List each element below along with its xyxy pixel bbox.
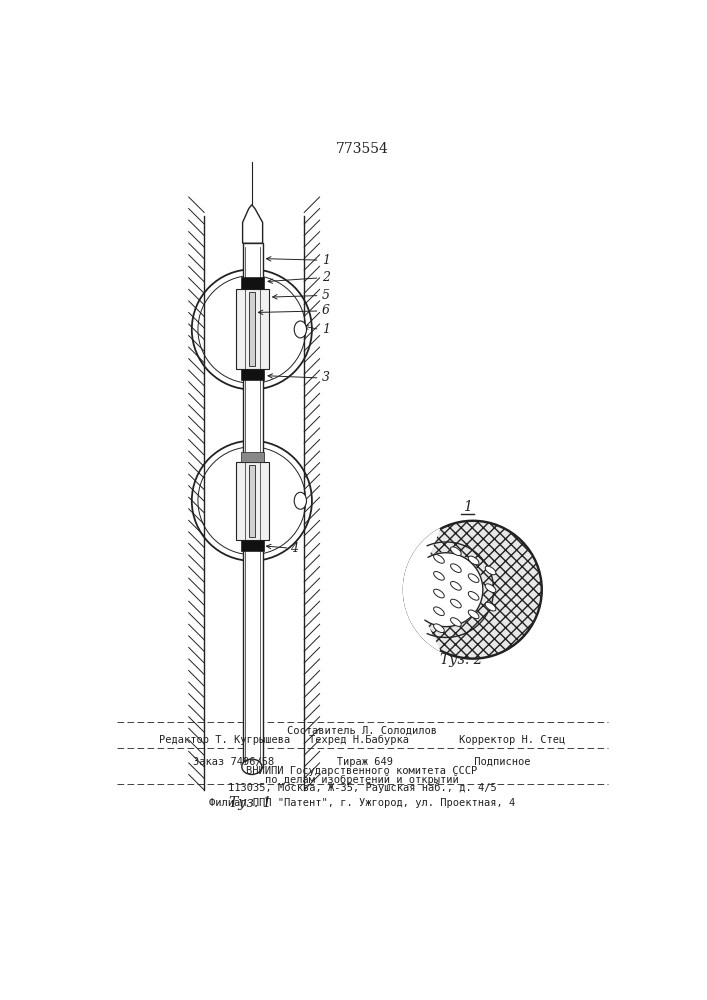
Ellipse shape [433,607,444,616]
Text: 4: 4 [291,542,298,555]
Ellipse shape [485,566,496,575]
Text: 5: 5 [322,289,330,302]
Ellipse shape [433,571,444,580]
Bar [236,462,269,540]
Bar [249,465,255,537]
Text: Составитель Л. Солодилов: Составитель Л. Солодилов [287,725,437,735]
Text: ВНИИПИ Государственного комитета СССР: ВНИИПИ Государственного комитета СССР [246,766,477,776]
Text: Филиал ППП "Патент", г. Ужгород, ул. Проектная, 4: Филиал ППП "Патент", г. Ужгород, ул. Про… [209,798,515,808]
Text: Заказ 7496/58          Тираж 649             Подписное: Заказ 7496/58 Тираж 649 Подписное [193,757,531,767]
Text: 2: 2 [322,271,330,284]
Ellipse shape [294,492,307,509]
Text: 6: 6 [322,304,330,317]
Text: 8: 8 [530,581,538,594]
Ellipse shape [450,582,461,590]
Ellipse shape [450,564,461,572]
Bar [241,277,264,289]
Text: 1: 1 [463,500,472,514]
Text: 773554: 773554 [336,142,388,156]
Ellipse shape [468,592,479,600]
Text: Редактор Т. Кугрышева   Техред Н.Бабурка        Корректор Н. Стец: Редактор Т. Кугрышева Техред Н.Бабурка К… [159,735,565,745]
Ellipse shape [433,555,444,563]
Text: 1: 1 [322,323,330,336]
Bar [241,369,264,380]
Text: по делам изобретений и открытий: по делам изобретений и открытий [265,774,459,785]
Ellipse shape [485,584,496,593]
Text: Τуз. 1: Τуз. 1 [229,796,271,810]
Text: 3: 3 [322,371,330,384]
Text: 113035, Москва, Ж-35, Раушская наб., д. 4/5: 113035, Москва, Ж-35, Раушская наб., д. … [228,783,496,793]
Bar [241,540,264,551]
Bar [249,292,255,366]
Ellipse shape [468,556,479,565]
Circle shape [404,521,542,658]
Bar [243,243,262,767]
Bar [236,289,269,369]
Ellipse shape [294,321,307,338]
Text: 1: 1 [322,254,330,267]
Ellipse shape [468,610,479,619]
Polygon shape [404,529,483,651]
Ellipse shape [433,624,444,633]
Ellipse shape [242,759,262,774]
Ellipse shape [433,589,444,598]
Ellipse shape [450,547,461,556]
Text: 7: 7 [530,564,538,577]
Ellipse shape [468,574,479,582]
Text: Τуз. 2: Τуз. 2 [440,653,483,667]
Polygon shape [243,205,262,243]
Circle shape [404,520,542,659]
Ellipse shape [450,599,461,608]
Ellipse shape [485,602,496,611]
Bar [241,452,264,462]
Text: 9: 9 [530,600,538,613]
Ellipse shape [450,618,461,626]
